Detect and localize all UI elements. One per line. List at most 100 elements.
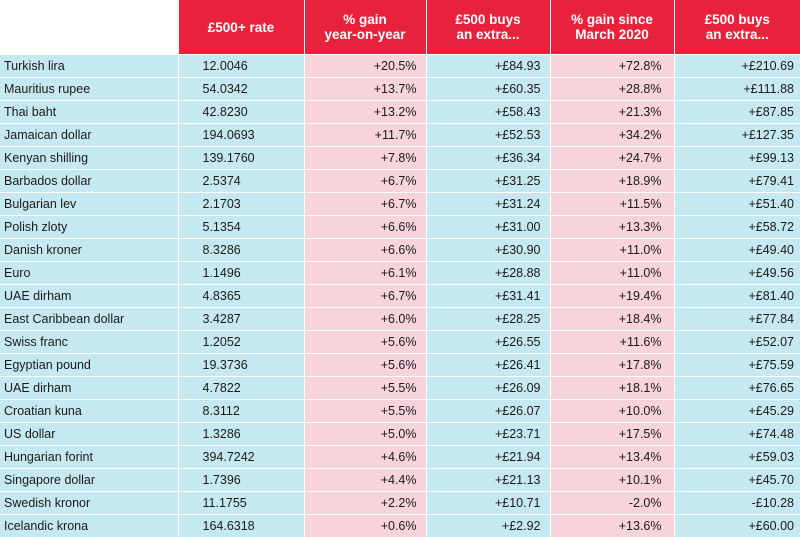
gain-since-march: +19.4% (550, 285, 674, 308)
currency-name: Swiss franc (0, 331, 178, 354)
rate-value: 8.3112 (178, 400, 304, 423)
gain-yoy: +6.0% (304, 308, 426, 331)
extra-yoy: +£26.07 (426, 400, 550, 423)
gain-yoy: +2.2% (304, 492, 426, 515)
table-header: £500+ rate % gain year-on-year £500 buys… (0, 0, 800, 55)
extra-yoy: +£26.09 (426, 377, 550, 400)
gain-yoy: +4.6% (304, 446, 426, 469)
gain-yoy: +13.7% (304, 78, 426, 101)
extra-since-march: +£79.41 (674, 170, 800, 193)
gain-since-march: +72.8% (550, 55, 674, 78)
extra-yoy: +£23.71 (426, 423, 550, 446)
currency-name: US dollar (0, 423, 178, 446)
extra-since-march: +£45.70 (674, 469, 800, 492)
currency-name: Egyptian pound (0, 354, 178, 377)
gain-yoy: +5.6% (304, 331, 426, 354)
extra-yoy: +£31.41 (426, 285, 550, 308)
gain-since-march: +24.7% (550, 147, 674, 170)
extra-since-march: +£75.59 (674, 354, 800, 377)
extra-yoy: +£31.24 (426, 193, 550, 216)
rate-value: 8.3286 (178, 239, 304, 262)
currency-name: UAE dirham (0, 285, 178, 308)
extra-since-march: +£52.07 (674, 331, 800, 354)
extra-since-march: +£45.29 (674, 400, 800, 423)
gain-since-march: +10.1% (550, 469, 674, 492)
gain-since-march: +13.3% (550, 216, 674, 239)
gain-since-march: -2.0% (550, 492, 674, 515)
gain-yoy: +6.6% (304, 239, 426, 262)
rate-value: 19.3736 (178, 354, 304, 377)
extra-since-march: +£81.40 (674, 285, 800, 308)
gain-since-march: +13.4% (550, 446, 674, 469)
gain-since-march: +21.3% (550, 101, 674, 124)
currency-name: Turkish lira (0, 55, 178, 78)
gain-yoy: +6.7% (304, 285, 426, 308)
gain-yoy: +6.1% (304, 262, 426, 285)
gain-yoy: +6.6% (304, 216, 426, 239)
gain-since-march: +11.5% (550, 193, 674, 216)
extra-yoy: +£2.92 (426, 515, 550, 537)
rate-value: 54.0342 (178, 78, 304, 101)
rate-value: 1.1496 (178, 262, 304, 285)
gain-since-march: +17.8% (550, 354, 674, 377)
currency-name: Euro (0, 262, 178, 285)
header-gain-yoy: % gain year-on-year (304, 0, 426, 55)
extra-since-march: +£60.00 (674, 515, 800, 537)
currency-name: Danish kroner (0, 239, 178, 262)
gain-yoy: +6.7% (304, 193, 426, 216)
currency-name: Kenyan shilling (0, 147, 178, 170)
currency-name: Thai baht (0, 101, 178, 124)
gain-yoy: +20.5% (304, 55, 426, 78)
currency-name: Hungarian forint (0, 446, 178, 469)
extra-since-march: +£58.72 (674, 216, 800, 239)
extra-yoy: +£31.25 (426, 170, 550, 193)
currency-name: Polish zloty (0, 216, 178, 239)
header-row: £500+ rate % gain year-on-year £500 buys… (0, 0, 800, 55)
gain-since-march: +11.6% (550, 331, 674, 354)
extra-since-march: +£49.56 (674, 262, 800, 285)
rate-value: 194.0693 (178, 124, 304, 147)
currency-name: Jamaican dollar (0, 124, 178, 147)
rate-value: 5.1354 (178, 216, 304, 239)
gain-since-march: +18.1% (550, 377, 674, 400)
gain-yoy: +5.0% (304, 423, 426, 446)
extra-yoy: +£28.88 (426, 262, 550, 285)
gain-since-march: +34.2% (550, 124, 674, 147)
rate-value: 394.7242 (178, 446, 304, 469)
gain-yoy: +7.8% (304, 147, 426, 170)
extra-yoy: +£21.13 (426, 469, 550, 492)
currency-name: Swedish kronor (0, 492, 178, 515)
currency-name: Bulgarian lev (0, 193, 178, 216)
rate-value: 3.4287 (178, 308, 304, 331)
extra-since-march: +£87.85 (674, 101, 800, 124)
gain-yoy: +5.5% (304, 377, 426, 400)
header-gain-since-march: % gain since March 2020 (550, 0, 674, 55)
extra-since-march: -£10.28 (674, 492, 800, 515)
extra-yoy: +£30.90 (426, 239, 550, 262)
gain-since-march: +13.6% (550, 515, 674, 537)
gain-yoy: +0.6% (304, 515, 426, 537)
currency-name: Icelandic krona (0, 515, 178, 537)
rate-value: 164.6318 (178, 515, 304, 537)
gain-since-march: +18.9% (550, 170, 674, 193)
rate-value: 1.3286 (178, 423, 304, 446)
gain-yoy: +4.4% (304, 469, 426, 492)
currency-name: Singapore dollar (0, 469, 178, 492)
extra-since-march: +£59.03 (674, 446, 800, 469)
rate-value: 2.1703 (178, 193, 304, 216)
rate-value: 12.0046 (178, 55, 304, 78)
